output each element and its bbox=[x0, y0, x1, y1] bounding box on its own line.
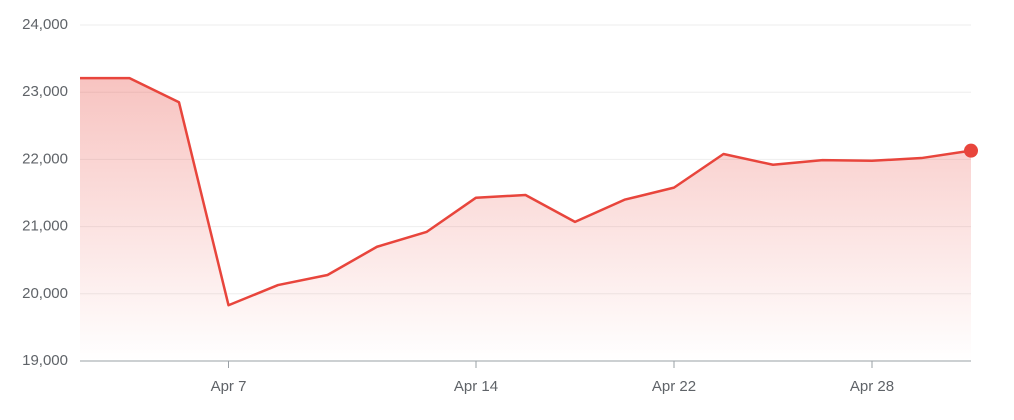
y-tick-label: 23,000 bbox=[22, 83, 68, 100]
x-tick-label: Apr 22 bbox=[652, 378, 696, 395]
y-tick-label: 22,000 bbox=[22, 150, 68, 167]
y-tick-label: 19,000 bbox=[22, 352, 68, 369]
x-tick-label: Apr 7 bbox=[211, 378, 247, 395]
y-tick-label: 20,000 bbox=[22, 285, 68, 302]
area bbox=[80, 78, 971, 361]
line bbox=[80, 76, 972, 307]
y-tick-label: 24,000 bbox=[22, 16, 68, 33]
x-tick-label: Apr 28 bbox=[850, 378, 894, 395]
x-tick-label: Apr 14 bbox=[454, 378, 498, 395]
last-point bbox=[964, 143, 978, 158]
y-tick-label: 21,000 bbox=[22, 218, 68, 235]
